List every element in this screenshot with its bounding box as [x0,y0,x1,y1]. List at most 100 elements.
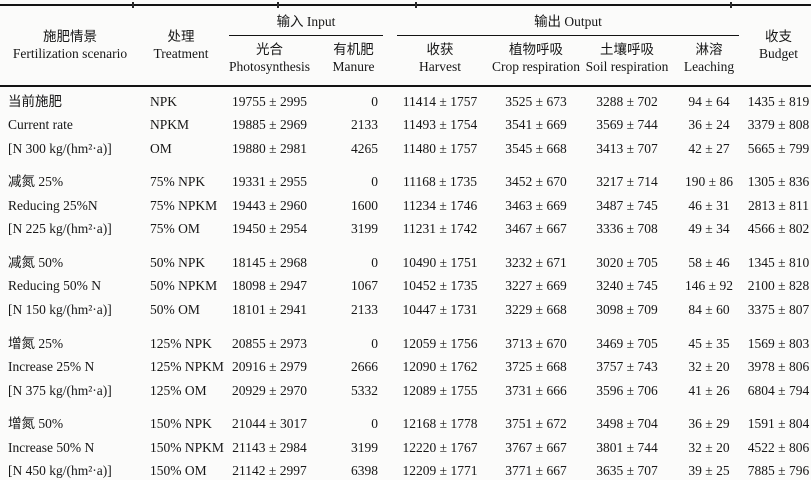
output-group-rule [397,34,740,36]
leaching-cell: 32 ± 20 [688,359,730,375]
leaching-cell: 36 ± 29 [688,416,730,432]
manure-cell: 4265 [351,140,378,156]
table-row: [N 150 kg/(hm²·a)] 50% OM 18101 ± 2941 2133… [0,298,811,322]
table-row: 减氮 50% 50% NPK 18145 ± 2968 0 10490 ± 1751 32… [0,241,811,275]
soil-respiration-cell: 3217 ± 714 [596,174,658,190]
scenario-cell: [N 225 kg/(hm²·a)] [8,221,112,237]
top-rule-tick [415,2,417,8]
treatment-cell: OM [150,140,172,156]
soil-respiration-cell: 3569 ± 744 [596,117,658,133]
header-budget: 收支 Budget [746,5,811,86]
scenario-cell: [N 375 kg/(hm²·a)] [8,382,112,398]
table-body: 当前施肥 NPK 19755 ± 2995 0 11414 ± 1757 3525 ± 6… [0,84,811,480]
budget-cell: 1569 ± 803 [747,335,810,351]
photosynthesis-cell: 20855 ± 2973 [232,335,307,351]
table-header: 施肥情景 Fertilization scenario 处理 Treatment… [0,5,811,86]
budget-cell: 7885 ± 796 [747,463,810,479]
treatment-cell: 50% OM [150,302,200,318]
crop-respiration-cell: 3463 ± 669 [505,197,567,213]
treatment-cell: 75% NPKM [150,197,218,213]
budget-cell: 1435 ± 819 [746,84,811,114]
header-leaching: 淋溶 Leaching [672,36,746,86]
treatment-cell: 50% NPK [150,254,206,270]
header-harvest-en: Harvest [419,59,461,75]
photosynthesis-cell: 18145 ± 2968 [232,254,307,270]
scenario-cell: [N 450 kg/(hm²·a)] [8,463,112,479]
soil-respiration-cell: 3288 ± 702 [582,84,672,114]
header-budget-zh: 收支 [765,28,793,44]
table-row: Increase 50% N 150% NPKM 21143 ± 2984 3199 1… [0,436,811,460]
photosynthesis-cell: 19331 ± 2955 [232,174,307,190]
manure-cell: 2133 [351,117,378,133]
budget-cell: 2100 ± 828 [747,278,810,294]
budget-cell: 5665 ± 799 [747,140,810,156]
table-row: 增氮 25% 125% NPK 20855 ± 2973 0 12059 ± 1756 3… [0,322,811,356]
scenario-cell: 减氮 50% [8,254,64,270]
treatment-cell: 75% OM [150,221,200,237]
crop-respiration-cell: 3525 ± 673 [490,84,582,114]
photosynthesis-cell: 21143 ± 2984 [232,439,307,455]
scenario-cell: Increase 50% N [8,439,95,455]
harvest-cell: 10447 ± 1731 [402,302,478,318]
header-manure-zh: 有机肥 [333,41,374,57]
treatment-cell: 125% OM [150,382,207,398]
header-photosynthesis-zh: 光合 [256,41,283,57]
photosynthesis-cell: 19450 ± 2954 [232,221,307,237]
crop-respiration-cell: 3545 ± 668 [505,140,567,156]
leaching-cell: 45 ± 35 [688,335,730,351]
soil-respiration-cell: 3098 ± 709 [596,302,658,318]
photosynthesis-cell: 21142 ± 2997 [232,463,307,479]
crop-respiration-cell: 3725 ± 668 [505,359,567,375]
fertilization-budget-table: 施肥情景 Fertilization scenario 处理 Treatment… [0,4,811,480]
leaching-cell: 146 ± 92 [685,278,733,294]
header-crop-respiration-en: Crop respiration [491,59,581,75]
manure-cell: 2133 [351,302,378,318]
top-rule-tick [730,2,732,8]
leaching-cell: 39 ± 25 [688,463,730,479]
soil-respiration-cell: 3801 ± 744 [596,439,658,455]
harvest-cell: 11480 ± 1757 [402,140,478,156]
output-group-label: 输出 Output [534,14,602,29]
harvest-cell: 12168 ± 1778 [402,416,478,432]
treatment-cell: 150% NPKM [150,439,224,455]
scenario-cell: [N 300 kg/(hm²·a)] [8,140,112,156]
crop-respiration-cell: 3767 ± 667 [505,439,567,455]
leaching-cell: 46 ± 31 [688,197,730,213]
harvest-cell: 12089 ± 1755 [402,382,478,398]
budget-cell: 4522 ± 806 [747,439,810,455]
scenario-cell: Increase 25% N [8,359,95,375]
header-leaching-en: Leaching [683,59,735,75]
manure-cell: 0 [317,84,390,114]
crop-respiration-cell: 3229 ± 668 [505,302,567,318]
photosynthesis-cell: 20929 ± 2970 [232,382,307,398]
budget-cell: 3379 ± 808 [747,117,810,133]
manure-cell: 1067 [351,278,378,294]
harvest-cell: 12090 ± 1762 [402,359,478,375]
table-row: Current rate NPKM 19885 ± 2969 2133 11493 ± … [0,113,811,137]
crop-respiration-cell: 3227 ± 669 [505,278,567,294]
table-row: [N 225 kg/(hm²·a)] 75% OM 19450 ± 2954 3199… [0,217,811,241]
header-scenario-zh: 施肥情景 [43,28,97,44]
leaching-cell: 32 ± 20 [688,439,730,455]
budget-cell: 1591 ± 804 [747,416,810,432]
harvest-cell: 10490 ± 1751 [402,254,478,270]
harvest-cell: 12209 ± 1771 [402,463,478,479]
photosynthesis-cell: 18101 ± 2941 [232,302,307,318]
budget-cell: 3375 ± 807 [747,302,810,318]
header-scenario: 施肥情景 Fertilization scenario [0,5,140,86]
header-output-group: 输出 Output [390,5,746,36]
scenario-cell: 增氮 25% [8,335,64,351]
soil-respiration-cell: 3596 ± 706 [596,382,658,398]
treatment-cell: NPK [140,84,222,114]
crop-respiration-cell: 3467 ± 667 [505,221,567,237]
header-soil-respiration-zh: 土壤呼吸 [600,41,654,57]
budget-cell: 4566 ± 802 [747,221,810,237]
budget-cell: 2813 ± 811 [748,197,809,213]
treatment-cell: 125% NPK [150,335,212,351]
photosynthesis-cell: 21044 ± 3017 [232,416,307,432]
header-crop-respiration: 植物呼吸 Crop respiration [490,36,582,86]
harvest-cell: 11414 ± 1757 [390,84,490,114]
manure-cell: 6398 [351,463,378,479]
header-soil-respiration-en: Soil respiration [585,59,669,75]
leaching-cell: 58 ± 46 [688,254,730,270]
